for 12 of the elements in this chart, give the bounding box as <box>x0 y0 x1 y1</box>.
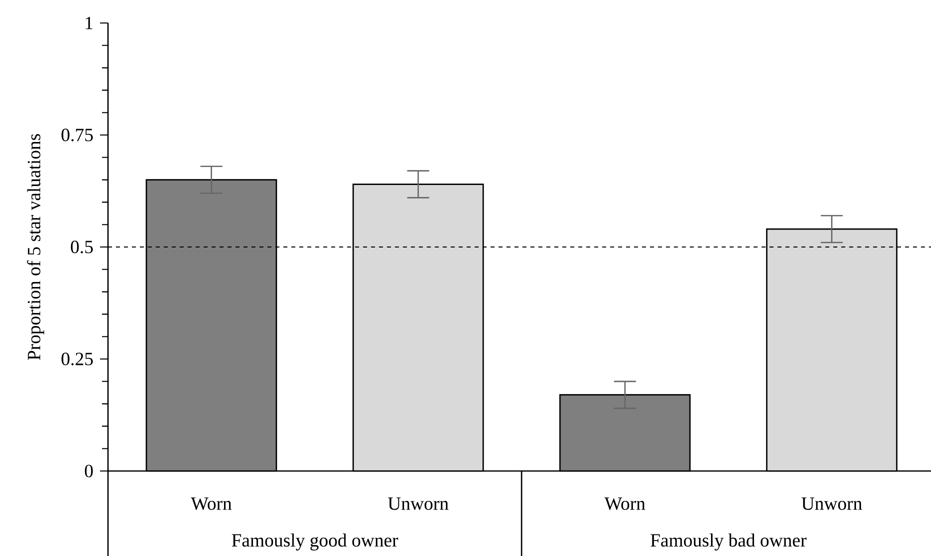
text: Famously good owner <box>232 534 398 550</box>
x-tick-label: Worn <box>190 497 232 510</box>
y-tick-label: 0 <box>84 464 93 478</box>
y-tick-label: 0.5 <box>70 240 93 254</box>
y-tick-label: 1 <box>86 16 92 30</box>
x-tick-label: Unworn <box>802 497 862 510</box>
x-tick-label: Worn <box>604 497 646 510</box>
y-axis-title: Proportion of 5 star valuations <box>27 134 44 360</box>
y-tick-label: 0.75 <box>62 128 93 142</box>
y-tick-label: 0.25 <box>62 352 93 366</box>
x-tick-label: Unworn <box>388 497 448 510</box>
text: Famously bad owner <box>650 534 806 550</box>
